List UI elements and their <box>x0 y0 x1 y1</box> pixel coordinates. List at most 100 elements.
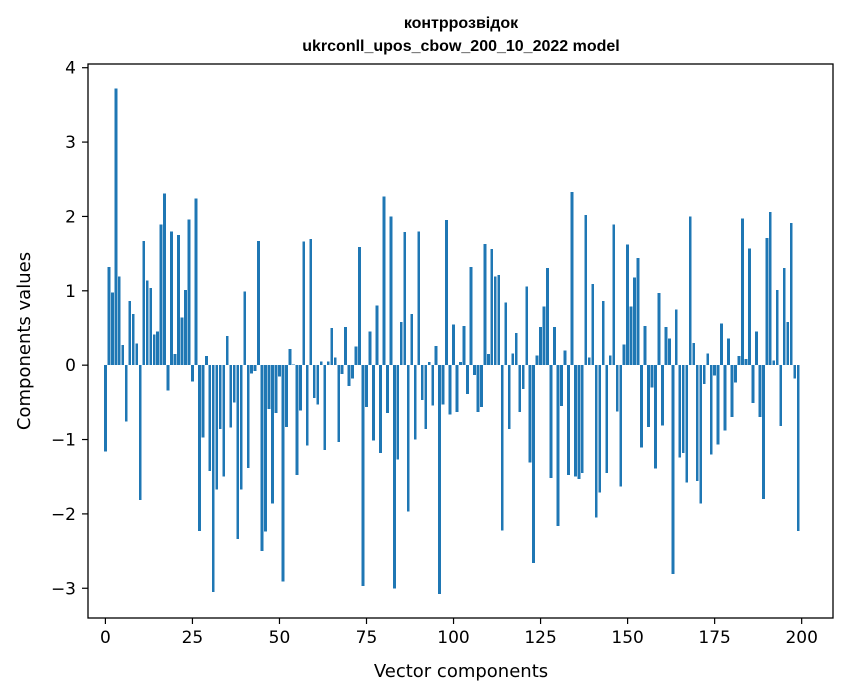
bar <box>511 353 515 366</box>
bar <box>650 365 654 388</box>
bar <box>232 365 236 403</box>
bar <box>417 231 421 366</box>
bar <box>438 365 442 595</box>
bar <box>699 365 703 504</box>
bar <box>539 327 542 366</box>
bar <box>236 365 240 540</box>
bar <box>772 360 776 366</box>
bar <box>225 336 229 366</box>
bar <box>267 365 271 410</box>
bar <box>455 365 459 413</box>
bar <box>741 218 744 366</box>
bar <box>215 365 219 490</box>
bar <box>570 191 574 366</box>
bar <box>706 353 710 366</box>
bar <box>779 365 783 427</box>
bar <box>612 224 616 366</box>
bar <box>239 365 243 490</box>
chart-title: контррозвідок <box>404 15 519 32</box>
bar <box>765 238 769 366</box>
bar <box>365 365 368 407</box>
x-tick-label: 75 <box>356 628 378 648</box>
x-tick-label: 125 <box>524 628 556 648</box>
bar <box>546 267 549 366</box>
bar <box>671 365 675 575</box>
bar <box>702 365 706 384</box>
bar <box>469 267 473 366</box>
bar <box>326 361 330 366</box>
bar <box>204 356 208 366</box>
bar <box>312 365 316 398</box>
bar <box>347 365 351 386</box>
bar <box>748 248 751 366</box>
bar <box>657 293 661 366</box>
bar <box>514 333 518 366</box>
bar <box>253 365 257 372</box>
bar <box>553 327 556 366</box>
y-tick-label: 3 <box>65 133 76 153</box>
y-tick-label: 2 <box>65 207 76 227</box>
bar <box>107 267 111 366</box>
bar <box>191 365 194 382</box>
bar <box>476 365 480 413</box>
bar <box>361 365 365 587</box>
y-axis-ticks: −3 −2 −1 0 1 2 3 4 <box>51 59 88 599</box>
bar <box>480 365 483 407</box>
bar <box>201 365 205 438</box>
bar <box>466 365 469 395</box>
bar <box>786 322 790 366</box>
bar <box>507 365 511 430</box>
bar <box>156 331 160 366</box>
bar <box>594 365 598 518</box>
bar <box>615 365 619 412</box>
bar <box>667 338 671 366</box>
bar <box>135 343 139 366</box>
bar <box>619 365 623 487</box>
bar <box>431 365 435 406</box>
bar <box>782 267 786 366</box>
bar <box>351 365 354 379</box>
bar <box>518 365 522 413</box>
bar <box>793 365 797 379</box>
bar <box>427 362 431 366</box>
x-tick-label: 100 <box>437 628 469 648</box>
x-tick-label: 175 <box>698 628 730 648</box>
bar <box>758 365 762 418</box>
bar <box>626 244 629 366</box>
bar <box>636 258 640 366</box>
bar <box>163 193 166 366</box>
bar <box>410 313 414 366</box>
y-axis-label: Components values <box>14 252 35 430</box>
bar <box>319 361 323 366</box>
y-tick-label: −3 <box>51 579 76 599</box>
bar <box>577 365 581 479</box>
bar <box>337 365 341 442</box>
bar <box>573 365 577 477</box>
chart-subtitle: ukrconll_upos_cbow_200_10_2022 model <box>302 38 619 55</box>
bar <box>685 365 689 483</box>
y-tick-label: −2 <box>51 505 76 525</box>
bar <box>292 364 295 366</box>
bar <box>608 355 612 366</box>
bar <box>149 287 153 366</box>
x-tick-label: 200 <box>785 628 817 648</box>
bar <box>486 354 490 366</box>
bar <box>379 365 382 453</box>
bar <box>104 365 107 452</box>
bar <box>622 344 626 366</box>
bar <box>382 196 386 366</box>
bar <box>591 284 595 366</box>
bar <box>441 365 445 405</box>
bar <box>413 365 417 440</box>
bar <box>117 276 121 366</box>
bar <box>298 365 302 411</box>
bar <box>305 365 309 446</box>
bar <box>159 224 163 366</box>
bar <box>218 365 222 430</box>
bar <box>737 356 741 366</box>
bar <box>243 291 247 366</box>
bar <box>330 327 334 366</box>
bar <box>643 325 647 366</box>
bar <box>709 365 713 455</box>
bar <box>459 362 462 366</box>
